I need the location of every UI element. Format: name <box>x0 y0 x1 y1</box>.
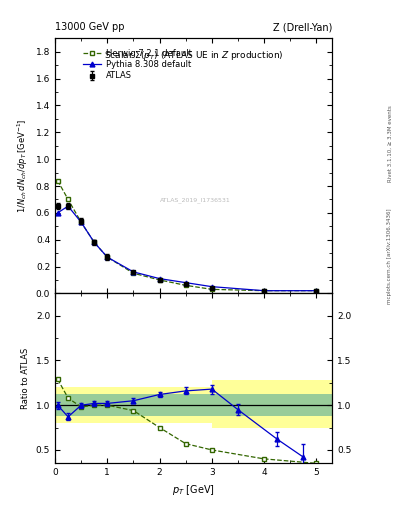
Pythia 8.308 default <box>105 254 110 260</box>
Herwig 7.2.1 default <box>79 219 84 225</box>
Herwig 7.2.1 default <box>105 254 110 260</box>
Herwig 7.2.1 default <box>66 197 70 203</box>
Herwig 7.2.1 default <box>55 178 60 184</box>
Pythia 8.308 default <box>55 210 60 216</box>
Pythia 8.308 default <box>92 239 97 245</box>
Herwig 7.2.1 default <box>184 282 188 288</box>
Pythia 8.308 default <box>184 280 188 286</box>
Pythia 8.308 default <box>79 219 84 225</box>
Herwig 7.2.1 default <box>92 239 97 245</box>
Herwig 7.2.1 default <box>262 288 266 294</box>
Line: Herwig 7.2.1 default: Herwig 7.2.1 default <box>55 178 319 293</box>
Pythia 8.308 default <box>262 288 266 294</box>
Pythia 8.308 default <box>157 275 162 282</box>
Text: mcplots.cern.ch [arXiv:1306.3436]: mcplots.cern.ch [arXiv:1306.3436] <box>387 208 392 304</box>
Text: ATLAS_2019_I1736531: ATLAS_2019_I1736531 <box>160 198 231 203</box>
Line: Pythia 8.308 default: Pythia 8.308 default <box>55 204 319 293</box>
Pythia 8.308 default <box>131 269 136 275</box>
Legend: Herwig 7.2.1 default, Pythia 8.308 default, ATLAS: Herwig 7.2.1 default, Pythia 8.308 defau… <box>81 48 193 82</box>
Text: Scalar $\Sigma(p_T)$ (ATLAS UE in $Z$ production): Scalar $\Sigma(p_T)$ (ATLAS UE in $Z$ pr… <box>104 49 283 61</box>
Text: 13000 GeV pp: 13000 GeV pp <box>55 22 125 32</box>
Y-axis label: $1/N_{ch}\,dN_{ch}/dp_T\,[\mathrm{GeV}^{-1}]$: $1/N_{ch}\,dN_{ch}/dp_T\,[\mathrm{GeV}^{… <box>16 119 30 213</box>
Herwig 7.2.1 default <box>314 288 319 294</box>
Y-axis label: Ratio to ATLAS: Ratio to ATLAS <box>21 348 30 409</box>
Pythia 8.308 default <box>66 203 70 209</box>
Text: Z (Drell-Yan): Z (Drell-Yan) <box>273 22 332 32</box>
Herwig 7.2.1 default <box>131 270 136 276</box>
Text: Rivet 3.1.10, ≥ 3.3M events: Rivet 3.1.10, ≥ 3.3M events <box>387 105 392 182</box>
Herwig 7.2.1 default <box>209 286 214 292</box>
Pythia 8.308 default <box>209 284 214 290</box>
Pythia 8.308 default <box>314 288 319 294</box>
X-axis label: $p_T$ [GeV]: $p_T$ [GeV] <box>172 483 215 497</box>
Herwig 7.2.1 default <box>157 277 162 283</box>
